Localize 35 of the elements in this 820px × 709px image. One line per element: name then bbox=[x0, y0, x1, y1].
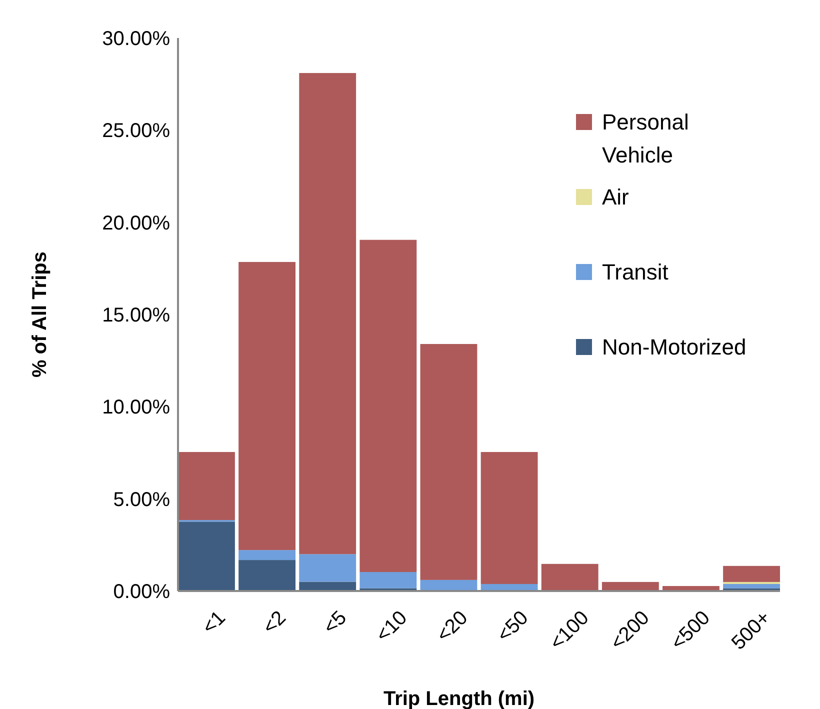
bar bbox=[420, 580, 478, 590]
y-tick-label: 0.00% bbox=[113, 581, 170, 603]
bar bbox=[299, 554, 356, 582]
bar bbox=[480, 584, 538, 590]
bar bbox=[420, 344, 478, 580]
bar bbox=[723, 584, 780, 588]
x-tick-label: <1 bbox=[198, 606, 230, 639]
x-tick-label: <20 bbox=[432, 606, 472, 646]
y-tick-label: 20.00% bbox=[102, 212, 170, 234]
x-tick-label: <10 bbox=[372, 606, 412, 646]
legend-label: Air bbox=[602, 184, 629, 210]
y-tick-label: 30.00% bbox=[102, 28, 170, 50]
bar bbox=[360, 240, 417, 572]
bar bbox=[238, 262, 296, 550]
bar bbox=[178, 522, 235, 591]
bar bbox=[360, 572, 417, 588]
bar bbox=[178, 452, 235, 520]
bar bbox=[723, 566, 780, 582]
y-tick-label: 15.00% bbox=[102, 304, 170, 326]
legend-label: Personal Vehicle bbox=[602, 110, 689, 168]
y-tick-label: 10.00% bbox=[102, 396, 170, 419]
bar bbox=[299, 73, 356, 554]
x-tick-label: <50 bbox=[493, 606, 533, 646]
x-tick-label: <5 bbox=[319, 606, 352, 639]
legend-label: Non-Motorized bbox=[602, 334, 746, 360]
bar bbox=[238, 550, 296, 560]
x-axis-title: Trip Length (mi) bbox=[383, 688, 535, 709]
bar bbox=[541, 564, 598, 591]
legend-label: Transit bbox=[602, 260, 668, 285]
y-tick-label: 5.00% bbox=[113, 488, 170, 511]
bar bbox=[238, 560, 296, 591]
y-tick-label: 25.00% bbox=[102, 120, 170, 142]
x-tick-label: <2 bbox=[258, 606, 290, 639]
y-axis-title: % of All Trips bbox=[29, 252, 51, 378]
bar bbox=[480, 452, 538, 584]
